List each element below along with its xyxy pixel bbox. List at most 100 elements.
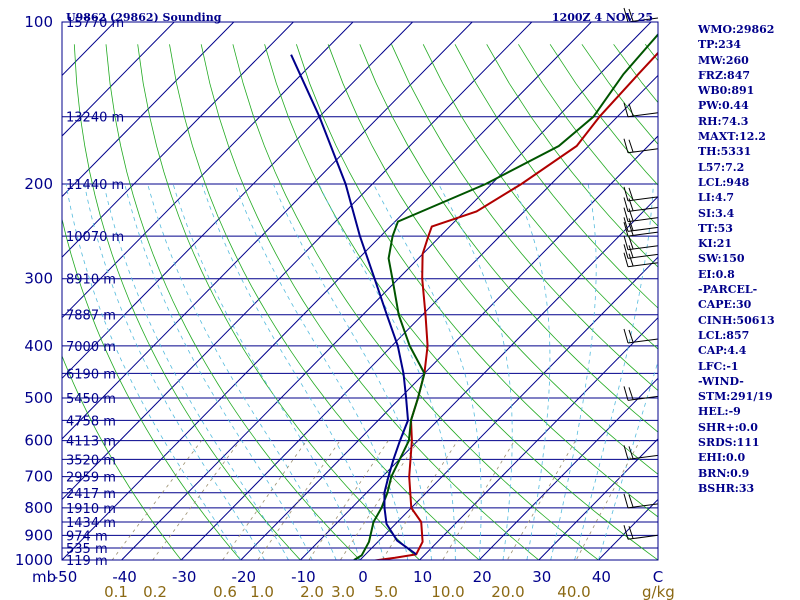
wind-barb-flag — [628, 139, 634, 152]
moist-adiabat — [373, 183, 482, 560]
height-label: 4758 m — [66, 414, 116, 429]
wind-barb — [623, 7, 659, 23]
wind-barb — [623, 207, 659, 223]
pressure-tick-label: 300 — [24, 270, 53, 288]
parcel-trace — [290, 54, 417, 556]
index-item: CAP:4.4 — [698, 344, 747, 358]
index-item: FRZ:847 — [698, 68, 751, 82]
index-item: WB0:891 — [698, 84, 755, 98]
isotherm-line — [62, 22, 354, 319]
wind-barb-staff — [627, 253, 659, 259]
mixing-ratio-label: 2.0 — [300, 583, 324, 600]
wind-barb-staff — [627, 206, 659, 212]
index-item: TH:5331 — [698, 145, 752, 159]
moist-adiabat — [234, 183, 409, 560]
index-item: SI:3.4 — [698, 206, 735, 220]
wind-barb-flag — [623, 244, 629, 259]
isotherm-line — [300, 195, 658, 560]
isotherm-line — [62, 22, 294, 258]
index-item: TP:234 — [698, 38, 742, 52]
wind-barb-staff — [627, 148, 659, 154]
height-label: 1910 m — [66, 502, 116, 517]
wind-barb — [623, 235, 659, 251]
height-label: 6190 m — [66, 367, 116, 382]
wind-barb-staff — [627, 503, 659, 509]
index-item: CINH:50613 — [698, 313, 775, 327]
moist-adiabat — [512, 183, 551, 560]
height-label: 10070 m — [66, 230, 124, 245]
wind-barb-flag — [628, 387, 634, 400]
moist-adiabat — [318, 183, 456, 560]
moist-adiabat — [272, 183, 432, 560]
wind-barb-flag — [623, 493, 629, 508]
dry-adiabat — [169, 44, 480, 560]
index-item: CAPE:30 — [698, 298, 752, 312]
pressure-tick-label: 400 — [24, 337, 53, 355]
index-item: STM:291/19 — [698, 390, 773, 404]
temperature-tick-label: 10 — [413, 568, 432, 586]
index-item: SHR+:0.0 — [698, 420, 758, 434]
dry-adiabat — [486, 44, 658, 268]
wind-barb-flag — [628, 329, 634, 343]
isotherm-line — [62, 22, 175, 137]
wind-barb-staff — [627, 217, 659, 223]
temperature-tick-label: -20 — [232, 568, 257, 586]
moist-adiabat — [438, 183, 513, 560]
wind-barb-flag — [628, 236, 634, 249]
index-item: LCL:857 — [698, 328, 750, 342]
wind-barb-flag — [628, 222, 634, 236]
dry-adiabat — [62, 354, 182, 560]
wind-barb-flag — [623, 138, 629, 153]
mixing-ratio-label: 20.0 — [491, 583, 524, 600]
wind-barb-flag — [623, 186, 629, 201]
temperature-tick-label: -50 — [53, 568, 78, 586]
mixing-ratio-label: 0.1 — [104, 583, 128, 600]
height-label: 4113 m — [66, 435, 116, 450]
index-item: BSHR:33 — [698, 481, 755, 495]
wind-barb-flag — [628, 446, 634, 459]
wind-barb — [623, 244, 659, 259]
dry-adiabat — [105, 44, 361, 560]
sounding-time: 1200Z 4 NOV 25 — [552, 11, 653, 24]
moist-adiabat — [598, 360, 658, 560]
height-label: 5450 m — [66, 392, 116, 407]
temperature-tick-label: -40 — [112, 568, 137, 586]
index-item: EI:0.8 — [698, 267, 735, 281]
wind-barb — [623, 328, 659, 344]
pressure-tick-label: 900 — [24, 526, 53, 544]
pressure-tick-label: 100 — [24, 13, 53, 31]
height-label: 1434 m — [66, 516, 116, 531]
isotherm-line — [62, 22, 592, 560]
wind-barb-flag — [623, 102, 629, 117]
moist-adiabat — [147, 183, 337, 560]
mixing-ratio-label: 5.0 — [374, 583, 398, 600]
dry-adiabat — [422, 44, 658, 350]
pressure-unit-label: mb — [32, 568, 56, 586]
dry-adiabat — [391, 44, 658, 391]
temperature-unit-label: C — [653, 568, 663, 586]
wind-barb-staff — [627, 245, 659, 251]
wind-barb-flag — [628, 198, 634, 211]
wind-barb — [623, 386, 659, 401]
isotherm-line — [62, 22, 413, 380]
wind-barb-flag — [628, 494, 634, 508]
wind-barb-staff — [627, 338, 659, 344]
wind-barb-flag — [623, 328, 629, 344]
wind-barb-flag — [623, 445, 629, 460]
dry-adiabat — [296, 44, 658, 518]
isotherm-line — [419, 317, 658, 560]
index-item: MW:260 — [698, 53, 749, 67]
wind-barb-flag — [623, 525, 629, 540]
temperature-tick-label: 0 — [358, 568, 368, 586]
dry-adiabat — [73, 44, 301, 560]
wind-barb-flag — [623, 197, 629, 212]
wind-barb-flag — [623, 207, 629, 222]
moist-adiabat — [172, 183, 361, 560]
wind-barb — [623, 525, 659, 540]
index-item: L57:7.2 — [698, 160, 745, 174]
isotherm-line — [538, 438, 658, 560]
index-item: HEL:-9 — [698, 405, 741, 419]
station-title: U9862 (29862) Sounding — [66, 11, 222, 24]
index-item: WMO:29862 — [698, 23, 775, 36]
wind-barb-flag — [623, 217, 629, 232]
